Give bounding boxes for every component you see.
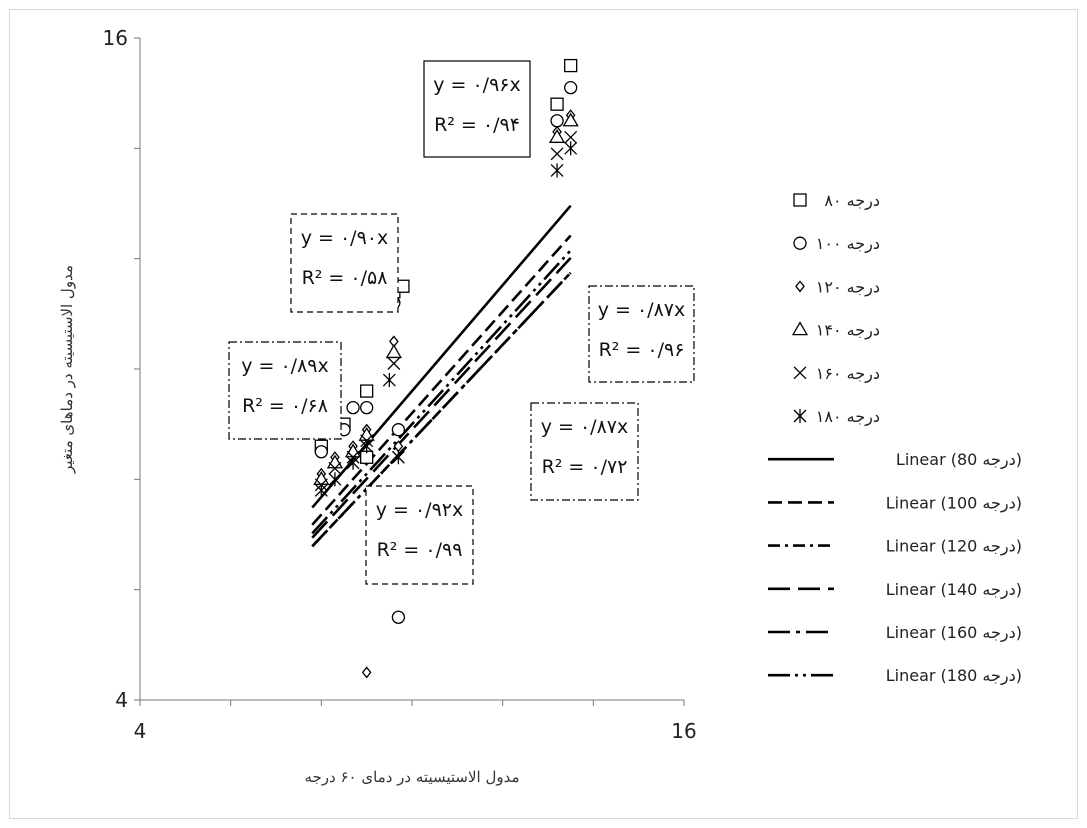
trendline-5	[311, 271, 572, 548]
data-point-s2-p6	[391, 423, 406, 437]
legend-marker-3	[795, 280, 805, 293]
y-tick-label-bottom: 4	[115, 688, 128, 712]
data-point-s5-p5	[387, 357, 401, 370]
equation-box-4: y = ۰/۸۷x R² = ۰/۹۶	[588, 285, 695, 383]
data-point-s6-p6	[391, 450, 405, 465]
data-point-s4-p7	[562, 112, 579, 127]
equation-text: y = ۰/۸۹x	[241, 355, 329, 377]
equation-text: y = ۰/۹۶x	[433, 74, 521, 96]
trendline-4	[311, 256, 572, 539]
data-point-s6-p4	[360, 439, 374, 454]
legend-marker-2	[793, 236, 807, 250]
data-point-s6-p8	[564, 141, 578, 156]
r-squared-text: R² = ۰/۵۸	[302, 267, 388, 289]
data-point-s6-p2	[328, 472, 342, 487]
data-point-s1-p7	[550, 97, 564, 111]
axis-ticks	[134, 37, 685, 706]
data-point-s6-p1	[314, 483, 328, 498]
equation-box-1: y = ۰/۹۶x R² = ۰/۹۴	[423, 60, 531, 158]
equation-text: y = ۰/۸۷x	[541, 416, 629, 438]
chart-frame	[9, 9, 1078, 819]
data-point-s2-p7	[391, 610, 406, 624]
legend-marker-5	[793, 366, 807, 380]
x-tick-label-right: 16	[671, 719, 696, 743]
legend: ۸۰ درجه ۱۰۰ درجه ۱۲۰ درجه ۱۴۰ درجه ۱۶۰ درجه ۱…	[768, 191, 1022, 686]
data-point-s1-p6	[396, 279, 410, 293]
equation-text: y = ۰/۸۷x	[598, 299, 686, 321]
equation-text: y = ۰/۹۰x	[301, 227, 389, 249]
data-point-s2-p4	[360, 400, 374, 415]
data-point-s4-p1	[313, 471, 330, 485]
legend-label-4: ۱۴۰ درجه	[816, 321, 880, 341]
data-point-s1-p8	[564, 58, 578, 73]
equation-box-5: y = ۰/۸۷x R² = ۰/۷۲	[530, 402, 639, 501]
data-point-s5-p7	[564, 130, 578, 144]
data-point-s1-p3	[360, 384, 374, 398]
data-point-s2-p9	[564, 81, 578, 95]
data-point-s5-p6	[550, 147, 564, 161]
equation-box-2: y = ۰/۹۰x R² = ۰/۵۸	[290, 213, 399, 313]
y-axis-title: مدول الاستیسیته در دماهای متغیر	[58, 265, 76, 474]
equation-box-6: y = ۰/۹۲x R² = ۰/۹۹	[365, 485, 474, 585]
equation-box-3: y = ۰/۸۹x R² = ۰/۶۸	[228, 341, 342, 440]
legend-label-1: ۸۰ درجه	[824, 191, 880, 211]
trendline-2	[311, 234, 572, 526]
legend-marker-1	[793, 193, 807, 207]
data-point-s2-p3	[346, 400, 360, 415]
r-squared-text: R² = ۰/۶۸	[242, 395, 328, 417]
legend-trend-label-2: Linear (100 درجه)	[886, 493, 1022, 513]
data-point-s4-p5	[385, 344, 402, 359]
legend-trend-label-5: Linear (160 درجه)	[886, 623, 1022, 643]
data-point-s2-p8	[550, 114, 564, 128]
legend-marker-6	[793, 409, 807, 423]
y-tick-label-top: 16	[103, 26, 128, 50]
x-tick-label-left: 4	[134, 719, 147, 743]
legend-trend-label-6: Linear (180 درجه)	[886, 666, 1022, 686]
legend-trend-label-4: Linear (140 درجه)	[886, 580, 1022, 600]
x-axis-title: مدول الاستیسیته در دمای ۶۰ درجه	[304, 768, 519, 786]
data-point-s6-p3	[346, 455, 360, 470]
r-squared-text: R² = ۰/۷۲	[542, 456, 628, 478]
equation-text: y = ۰/۹۲x	[376, 499, 464, 521]
r-squared-text: R² = ۰/۹۴	[434, 114, 520, 136]
axes: 16 4 4 16 مدول الاستیسیته در دمای ۶۰ درج…	[58, 26, 697, 786]
data-point-s4-p4	[358, 426, 375, 441]
data-point-s4-p3	[344, 443, 362, 458]
legend-label-5: ۱۶۰ درجه	[816, 364, 880, 384]
r-squared-text: R² = ۰/۹۹	[377, 539, 463, 561]
legend-label-3: ۱۲۰ درجه	[816, 277, 880, 297]
r-squared-text: R² = ۰/۹۶	[599, 339, 685, 361]
data-point-s6-p7	[550, 163, 564, 178]
data-point-s5-p2	[328, 461, 342, 475]
data-point-s4-p6	[548, 129, 566, 143]
data-point-s3-p7	[361, 666, 372, 679]
trendline-6	[311, 249, 572, 535]
legend-label-2: ۱۰۰ درجه	[816, 234, 880, 254]
legend-label-6: ۱۸۰ درجه	[816, 407, 880, 427]
legend-trend-label-1: Linear (80 درجه)	[896, 450, 1022, 470]
legend-trend-label-3: Linear (120 درجه)	[886, 537, 1022, 557]
data-point-s4-p2	[326, 454, 344, 469]
legend-marker-4	[791, 321, 809, 336]
data-point-s2-p1	[314, 445, 328, 459]
data-point-s6-p5	[382, 373, 396, 388]
